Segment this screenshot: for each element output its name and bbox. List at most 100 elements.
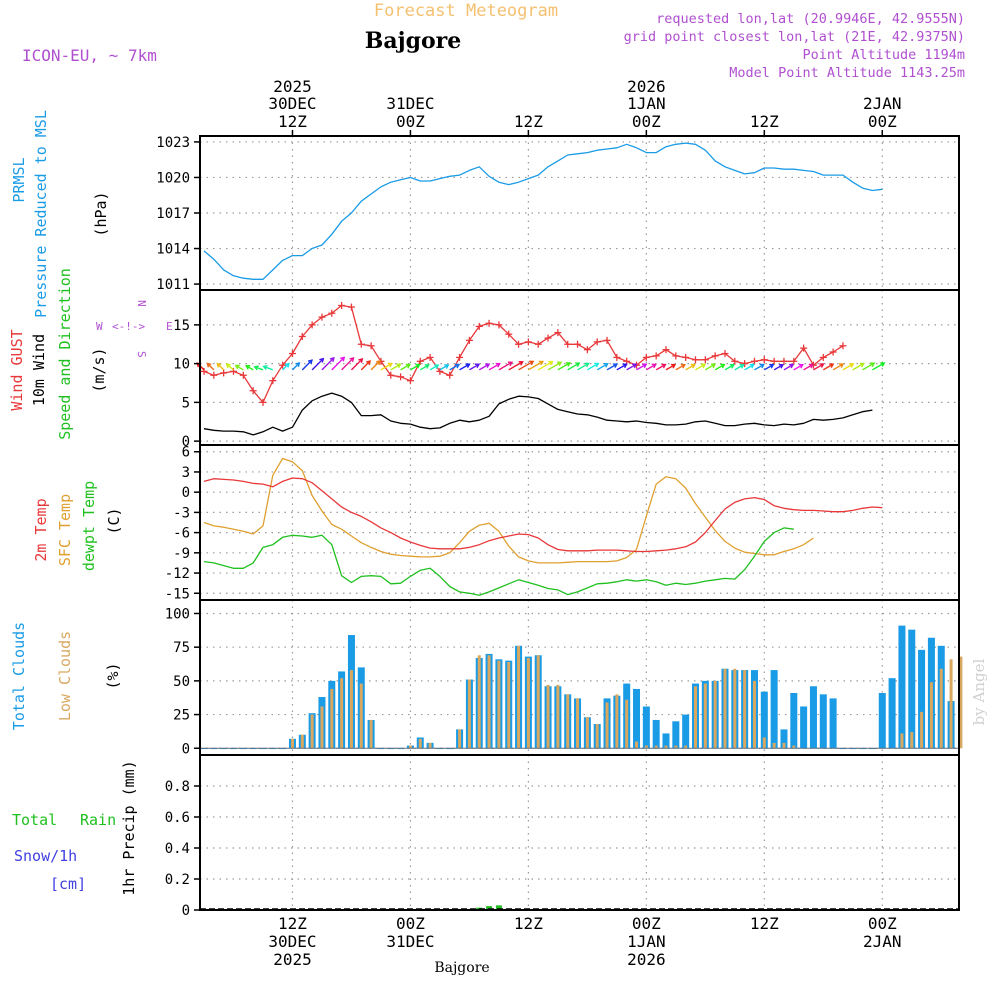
gust-point <box>475 322 483 330</box>
requested-coords: requested lon,lat (20.9946E, 42.9555N) <box>656 11 965 27</box>
wind-arrow <box>537 360 554 371</box>
low-cloud-bar <box>929 682 933 749</box>
ytick-label-temperature-0: 0 <box>182 485 190 501</box>
gust-point <box>613 353 621 361</box>
pressure-unit: (hPa) <box>92 191 110 236</box>
time-top-3-2: 00Z <box>632 112 661 131</box>
precip-unit: 1hr Precip (mm) <box>120 760 138 895</box>
low-cloud-bar <box>310 714 314 749</box>
time-top-0-0: 2025 <box>273 77 312 96</box>
gust-point <box>534 340 542 348</box>
time-top-5-1: 2JAN <box>863 94 902 113</box>
wind-arrow <box>587 362 600 371</box>
ytick-label-temperature--3: -3 <box>173 505 190 521</box>
low-cloud-bar <box>359 683 363 749</box>
gust-point <box>249 387 257 395</box>
clouds-unit: (%) <box>104 662 122 689</box>
low-cloud-bar <box>507 662 511 749</box>
time-bottom-5-1: 2JAN <box>863 932 902 951</box>
dewpoint-line <box>203 527 794 596</box>
gust-point <box>583 346 591 354</box>
low-cloud-bar <box>595 724 599 749</box>
ytick-label-temperature--9: -9 <box>173 546 190 562</box>
ytick-label-temperature--12: -12 <box>165 566 190 582</box>
wind-arrow <box>645 363 657 371</box>
wind-label: 10m Wind <box>30 334 48 406</box>
gust-point <box>357 340 365 348</box>
wind-arrow <box>596 363 609 371</box>
time-top-1-1: 31DEC <box>386 94 434 113</box>
low-clouds-label: Low Clouds <box>56 631 74 721</box>
gust-point <box>505 330 513 338</box>
low-cloud-bar <box>674 745 678 749</box>
low-cloud-bar <box>369 719 373 749</box>
time-bottom-0-1: 30DEC <box>268 932 316 951</box>
low-cloud-bar <box>556 684 560 749</box>
wind-arrow <box>616 363 628 371</box>
sfc-label: SFC Temp <box>56 494 74 566</box>
gust-point <box>269 377 277 385</box>
wind-arrow <box>862 362 876 371</box>
low-cloud-bar <box>290 738 294 749</box>
gust-point <box>406 377 414 385</box>
low-cloud-bar <box>418 738 422 749</box>
pressure-label-2: Pressure Reduced to MSL <box>32 110 50 318</box>
total-cloud-bar <box>800 706 808 749</box>
gust-point <box>416 357 424 365</box>
wind-arrow <box>301 359 313 371</box>
gust-point <box>603 336 611 344</box>
low-cloud-bar <box>684 745 688 749</box>
low-cloud-bar <box>694 686 697 749</box>
t2m-label: 2m Temp <box>32 498 50 561</box>
low-cloud-bar <box>585 717 589 749</box>
location-title: Bajgore <box>365 28 461 54</box>
time-bottom-3-1: 1JAN <box>627 932 666 951</box>
low-cloud-bar <box>605 702 609 749</box>
gust-point <box>367 342 375 350</box>
pressure-line <box>203 142 883 280</box>
gust-point <box>544 334 552 342</box>
wind-arrow <box>754 363 765 371</box>
wind-arrow <box>498 361 514 371</box>
product-title: Forecast Meteogram <box>374 1 558 21</box>
wind-arrow <box>449 363 461 371</box>
panel-frame-precip <box>199 754 960 911</box>
low-cloud-bar <box>408 745 412 749</box>
gust-point <box>456 353 464 361</box>
low-cloud-bar <box>792 745 796 749</box>
wind-arrow <box>331 356 346 371</box>
ytick-label-clouds-75: 75 <box>173 640 190 656</box>
compass-arrow: <-!-> <box>112 320 145 333</box>
wind-arrow <box>626 363 638 371</box>
low-cloud-bar <box>635 741 639 749</box>
time-bottom-0-2: 2025 <box>273 950 312 969</box>
ytick-label-temperature-6: 6 <box>182 445 190 461</box>
gust-point <box>800 344 808 352</box>
total-cloud-bar <box>633 688 641 749</box>
low-cloud-bar <box>910 732 914 749</box>
gust-point <box>593 338 601 346</box>
low-cloud-bar <box>664 745 668 749</box>
gust-point <box>210 371 218 379</box>
gust-point <box>220 369 228 377</box>
ytick-label-pressure-1017: 1017 <box>156 206 190 222</box>
ytick-label-clouds-0: 0 <box>182 741 190 757</box>
gust-point <box>387 371 395 379</box>
model-label: ICON-EU, ~ 7km <box>22 46 157 65</box>
time-top-3-0: 2026 <box>627 77 666 96</box>
total-clouds-label: Total Clouds <box>10 622 28 730</box>
gridpoint-coords: grid point closest lon,lat (21E, 42.9375… <box>624 29 965 45</box>
panel-frame-temperature <box>199 444 960 601</box>
gust-point <box>426 353 434 361</box>
time-top-4-2: 12Z <box>750 112 779 131</box>
wind-arrow <box>488 362 501 371</box>
wind-arrow <box>793 363 804 371</box>
gust-point <box>318 313 326 321</box>
gust-line <box>203 304 844 404</box>
gust-point <box>721 350 729 358</box>
compass-w: W <box>96 320 103 333</box>
total-cloud-bar <box>809 686 817 749</box>
precip-cm-label: [cm] <box>50 875 86 893</box>
wind-arrow <box>567 362 581 371</box>
